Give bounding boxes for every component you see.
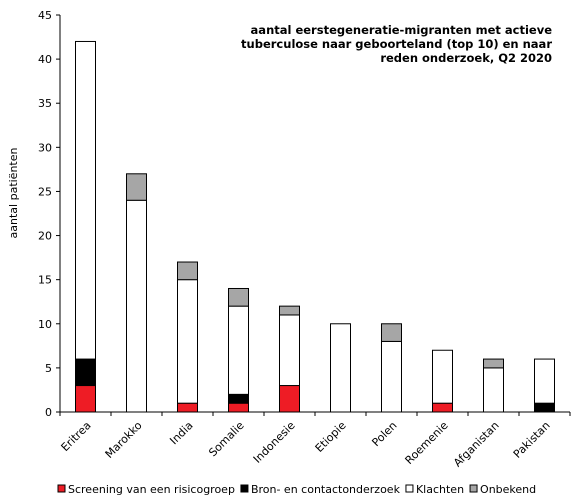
bar-segment — [330, 323, 351, 413]
legend-label: Onbekend — [480, 483, 536, 496]
x-category-label: Pakistan — [511, 419, 553, 461]
bar-segment — [432, 349, 453, 404]
y-tick-label: 0 — [45, 406, 52, 419]
legend-label: Screening van een risicogroep — [68, 483, 235, 496]
x-category-label: India — [167, 419, 195, 447]
y-tick-label: 40 — [38, 53, 52, 66]
bar-segment — [279, 305, 300, 316]
y-axis: 0 5 10 15 20 25 30 35 40 45 — [38, 9, 60, 419]
chart-title-line-2: tuberculose naar geboorteland (top 10) e… — [241, 37, 552, 51]
bar-segment — [228, 402, 249, 413]
legend-swatch — [469, 484, 478, 493]
bar-segment — [279, 385, 300, 413]
bar-segment — [432, 402, 453, 413]
y-tick-label: 45 — [38, 9, 52, 22]
legend-label: Klachten — [416, 483, 464, 496]
bar-segment — [177, 279, 198, 404]
legend-swatch — [57, 484, 66, 493]
x-category-label: Etiopie — [313, 419, 349, 455]
y-tick-label: 25 — [38, 185, 52, 198]
bar-segment — [228, 287, 249, 307]
y-tick-label: 20 — [38, 230, 52, 243]
bars — [75, 40, 555, 413]
bar-segment — [75, 385, 96, 413]
chart-title-line-3: reden onderzoek, Q2 2020 — [380, 51, 552, 65]
legend-swatch — [405, 484, 414, 493]
x-category-label: Marokko — [103, 419, 145, 461]
x-axis-labels: Eritrea Marokko India Somalie Indonesie Etiop… — [59, 419, 553, 470]
bar-segment — [381, 323, 402, 342]
x-category-label: Roemenie — [403, 419, 451, 467]
bar-segment — [177, 402, 198, 413]
chart-title: aantal eerstegeneratie-migranten met act… — [241, 23, 552, 65]
y-tick-label: 10 — [38, 318, 52, 331]
x-category-label: Indonesie — [251, 419, 298, 466]
bar-segment — [381, 340, 402, 413]
y-tick-label: 35 — [38, 97, 52, 110]
x-category-label: Somalie — [206, 419, 247, 460]
bar-segment — [126, 199, 147, 413]
bar-segment — [75, 40, 96, 360]
bar-segment — [177, 261, 198, 281]
chart-title-line-1: aantal eerstegeneratie-migranten met act… — [251, 23, 553, 37]
bar-segment — [228, 393, 249, 404]
bar-segment — [483, 358, 504, 369]
axes — [59, 15, 571, 416]
y-axis-title: aantal patiënten — [7, 148, 20, 239]
bar-segment — [126, 173, 147, 201]
legend-swatch — [240, 484, 249, 493]
bar-segment — [279, 314, 300, 387]
x-category-label: Eritrea — [59, 419, 94, 454]
bar-segment — [534, 358, 555, 404]
bar-segment — [483, 367, 504, 413]
legend: Screening van een risicogroep Bron- en co… — [57, 483, 536, 496]
bar-segment — [228, 305, 249, 395]
x-category-label: Afganistan — [451, 419, 502, 470]
legend-label: Bron- en contactonderzoek — [251, 483, 401, 496]
bar-segment — [75, 358, 96, 387]
y-tick-label: 5 — [45, 362, 52, 375]
y-tick-label: 30 — [38, 141, 52, 154]
bar-segment — [534, 402, 555, 413]
y-tick-label: 15 — [38, 274, 52, 287]
x-category-label: Polen — [369, 419, 399, 449]
